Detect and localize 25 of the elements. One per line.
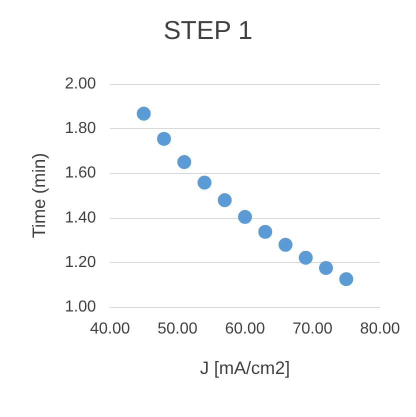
point: [238, 210, 252, 224]
y-tick-label: 1.60: [64, 164, 96, 182]
x-tick-label: 70.00: [292, 320, 333, 338]
y-tick-label: 2.00: [64, 76, 96, 92]
y-tick-label: 1.20: [64, 254, 96, 271]
point: [136, 106, 151, 121]
chart-title: STEP 1: [163, 15, 253, 45]
y-tick-label: 1.40: [64, 209, 96, 226]
point: [298, 250, 313, 265]
point: [157, 132, 171, 146]
point: [319, 260, 333, 275]
x-tick-label: 40.00: [90, 320, 130, 338]
x-axis-title: J [mA/cm2]: [200, 358, 290, 378]
point: [177, 155, 192, 170]
point: [198, 176, 212, 190]
point: [339, 272, 354, 286]
y-tick-label: 1.00: [64, 298, 96, 316]
point: [218, 193, 232, 208]
x-tick-label: 60.00: [224, 320, 266, 338]
point: [278, 238, 292, 252]
point: [258, 224, 272, 239]
y-axis-title: Time (min): [29, 152, 49, 238]
x-tick-label: 50.00: [157, 320, 198, 338]
y-tick-label: 1.80: [64, 120, 96, 138]
x-tick-label: 80.00: [360, 320, 400, 338]
